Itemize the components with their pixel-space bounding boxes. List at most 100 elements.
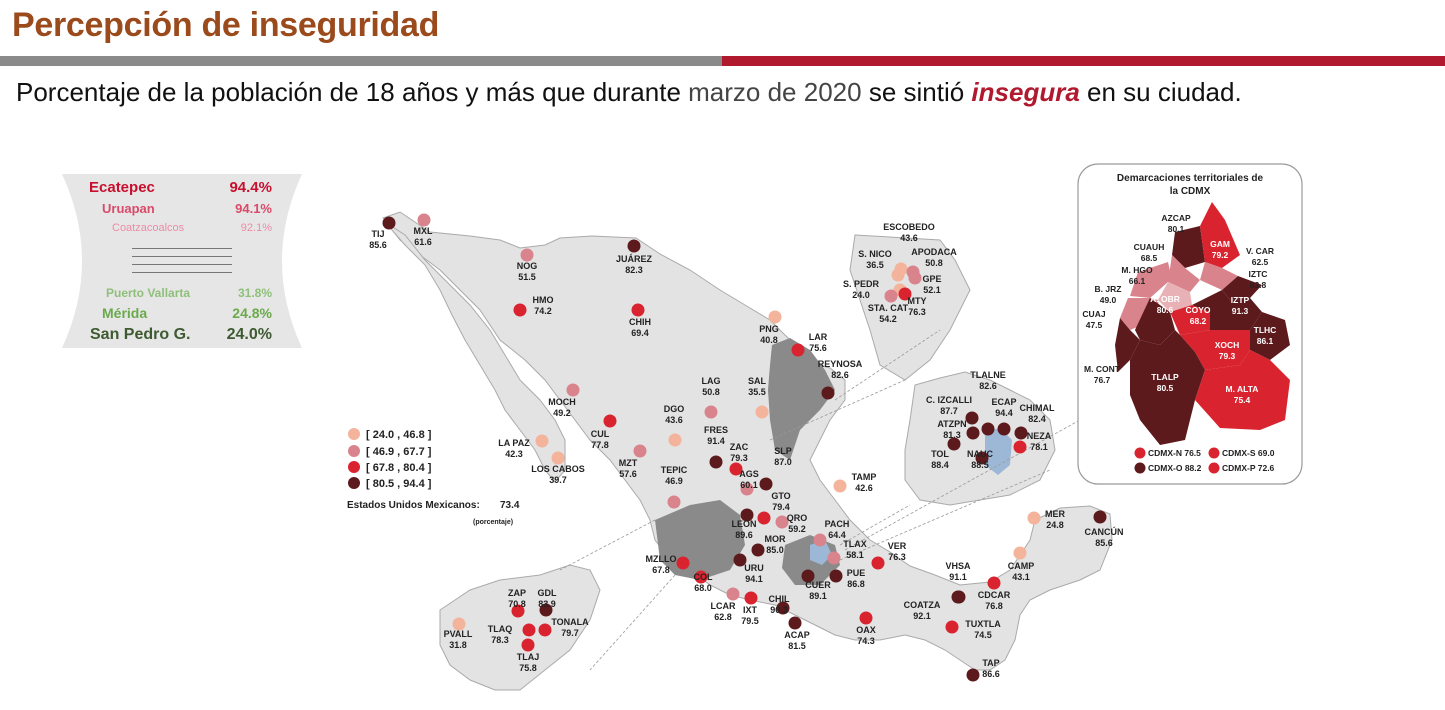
ranking-bottom-1-name: Puerto Vallarta [106, 286, 191, 300]
city-value-reynosa: 82.6 [831, 370, 849, 380]
city-value-gdl: 83.9 [538, 599, 556, 609]
city-value-png: 40.8 [760, 335, 778, 345]
city-value-ju-rez: 82.3 [625, 265, 643, 275]
city-name-ags: AGS [739, 469, 759, 479]
city-marker-tap [966, 668, 980, 682]
district-label-mcont: M. CONT [1084, 364, 1121, 374]
city-value-neza: 78.1 [1030, 442, 1048, 452]
ranking-top-3-value: 92.1% [240, 222, 272, 234]
city-name-tlax: TLAX [843, 539, 867, 549]
city-marker-uru [733, 553, 747, 567]
ranking-panel: Ecatepec 94.4% Uruapan 94.1% Coatzacoalc… [62, 174, 302, 348]
city-name-acap: ACAP [784, 630, 810, 640]
city-name-sal: SAL [748, 376, 767, 386]
ranking-bottom-3-name: San Pedro G. [90, 326, 191, 343]
city-value-col: 68.0 [694, 583, 712, 593]
city-marker-atzpn [966, 426, 980, 440]
city-marker-ixt [744, 591, 758, 605]
subtitle-period: marzo de 2020 [688, 77, 862, 107]
city-marker-c-izcalli [965, 411, 979, 425]
city-name-nauc: NAUC [967, 449, 993, 459]
district-value-tlhc: 86.1 [1257, 336, 1274, 346]
city-value-pach: 64.4 [828, 530, 846, 540]
city-name-cul: CUL [591, 429, 610, 439]
legend-swatch-2 [348, 445, 360, 457]
city-value-tonala: 79.7 [561, 628, 579, 638]
city-name-cdcar: CDCAR [978, 590, 1011, 600]
city-name-chimal: CHIMAL [1020, 403, 1055, 413]
city-value-gpe: 52.1 [923, 285, 941, 295]
city-name-mzt: MZT [619, 458, 638, 468]
city-value-tamp: 42.6 [855, 483, 873, 493]
legend-swatch-3 [348, 461, 360, 473]
district-value-cuauh: 68.5 [1141, 253, 1158, 263]
subtitle-text-3: en su ciudad. [1079, 77, 1242, 107]
district-label-gam: GAM [1210, 239, 1230, 249]
district-label-aobr: A. OBR [1150, 294, 1180, 304]
monterrey-metro-area [768, 338, 835, 460]
district-azcapotzalco [1172, 226, 1205, 268]
city-value-sal: 35.5 [748, 387, 766, 397]
city-value-acap: 81.5 [788, 641, 806, 651]
ranking-top-2-value: 94.1% [235, 201, 272, 216]
district-label-iztc: IZTC [1249, 269, 1268, 279]
city-marker-canc-n [1093, 510, 1107, 524]
city-name-ecap: ECAP [991, 397, 1016, 407]
page-subtitle: Porcentaje de la población de 18 años y … [16, 74, 1426, 110]
city-name-png: PNG [759, 324, 779, 334]
city-marker-pue [829, 569, 843, 583]
legend-swatch-4 [348, 477, 360, 489]
district-venustiano-carranza [1200, 262, 1238, 290]
city-marker-zac [729, 462, 743, 476]
city-name-mxl: MXL [414, 226, 434, 236]
city-marker-tij [382, 216, 396, 230]
district-iztacalco [1222, 276, 1262, 300]
city-marker-ju-rez [627, 239, 641, 253]
legend-label-4: [ 80.5 , 94.4 ] [366, 478, 432, 490]
city-value-mzt: 57.6 [619, 469, 637, 479]
city-name-mor: MOR [765, 534, 786, 544]
city-name-escobedo: ESCOBEDO [883, 222, 935, 232]
city-value-gto: 79.4 [772, 502, 790, 512]
city-value-cul: 77.8 [591, 440, 609, 450]
district-label-coyo: COYO [1185, 305, 1210, 315]
city-name-qro: QRO [787, 513, 808, 523]
city-marker-acap [788, 616, 802, 630]
mexico-landmass [382, 211, 1113, 691]
city-name-lar: LAR [809, 332, 828, 342]
city-value-s-pedr: 24.0 [852, 290, 870, 300]
city-name-lag: LAG [702, 376, 721, 386]
district-value-iztc: 83.8 [1250, 280, 1267, 290]
city-marker-gpe [908, 271, 922, 285]
city-value-ags: 60.1 [740, 480, 758, 490]
city-marker-tlaq [522, 623, 536, 637]
city-value-lag: 50.8 [702, 387, 720, 397]
ranking-bottom-1-value: 31.8% [237, 286, 272, 300]
subtitle-text-2: se sintió [861, 77, 972, 107]
city-name-pue: PUE [847, 568, 866, 578]
ranking-separator-line [132, 248, 232, 249]
district-magdalena-contreras [1115, 318, 1140, 372]
city-name-tlaq: TLAQ [488, 624, 513, 634]
zone-label-north: CDMX-N 76.5 [1148, 448, 1201, 458]
national-unit: (porcentaje) [473, 519, 513, 526]
ranking-separator-line [132, 256, 232, 257]
city-name-s-pedr: S. PEDR [843, 279, 880, 289]
city-name-neza: NEZA [1027, 431, 1052, 441]
city-marker-chih [631, 303, 645, 317]
city-name-tuxtla: TUXTLA [965, 619, 1001, 629]
ranking-bottom-2-name: Mérida [102, 305, 148, 321]
district-milpa-alta [1195, 350, 1290, 430]
city-name-ixt: IXT [743, 605, 758, 615]
city-value-ecap: 94.4 [995, 408, 1013, 418]
zone-swatch-south [1208, 447, 1220, 459]
title-divider-red [722, 56, 1445, 66]
city-value-moch: 49.2 [553, 408, 571, 418]
ranking-top-1-value: 94.4% [229, 179, 272, 196]
district-value-gam: 79.2 [1212, 250, 1229, 260]
city-name-s-nico: S. NICO [858, 249, 892, 259]
city-name-gto: GTO [771, 491, 790, 501]
city-marker-hmo [513, 303, 527, 317]
city-marker-png [768, 310, 782, 324]
